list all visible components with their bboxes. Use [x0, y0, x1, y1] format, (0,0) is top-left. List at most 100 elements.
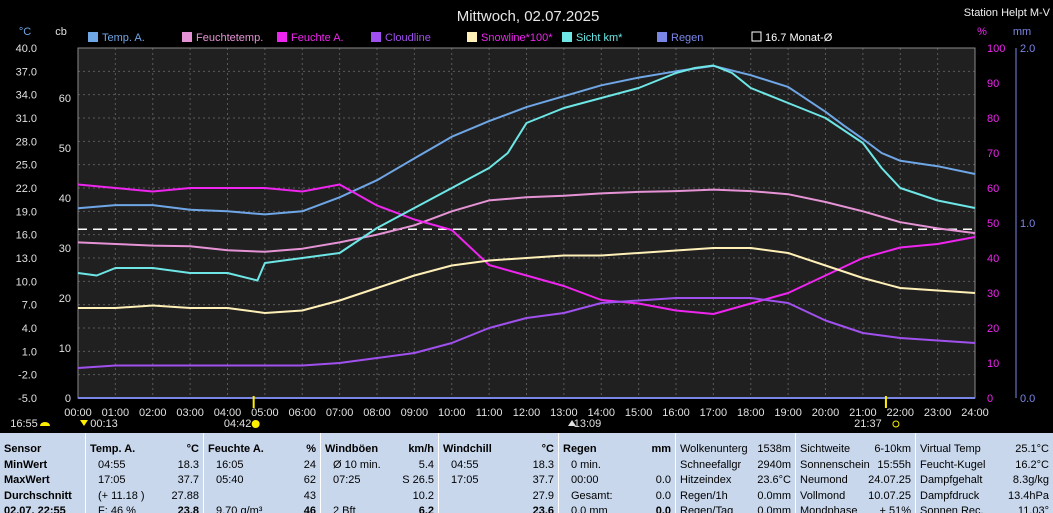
rain-axis-unit: mm — [1013, 26, 1031, 38]
cloud-value: 2940m — [757, 458, 791, 471]
temp-label: (+ 11.18 ) — [98, 489, 145, 502]
hum-label: 05:40 — [216, 474, 244, 486]
rain-label: 0.0 mm — [571, 505, 608, 513]
virt-value: 13.4hPa — [1008, 489, 1049, 502]
stats-panel: Sensor MinWert MaxWert Durchschnitt 02.0… — [0, 433, 1053, 513]
legend-label: Feuchtetemp. — [196, 32, 263, 44]
virt-row: Feucht-Kugel 16.2°C — [920, 458, 1049, 474]
temp-tick-label: -5.0 — [18, 393, 37, 405]
time-tick-label: 11:00 — [476, 407, 503, 419]
hum-row: 05:40 62 — [208, 473, 316, 489]
time-tick-label: 18:00 — [737, 407, 765, 419]
cloud-tick-label: 60 — [59, 93, 71, 105]
wind-value: 10.2 — [412, 489, 434, 502]
humidity-tick-label: 40 — [987, 253, 999, 265]
time-tick-label: 08:00 — [363, 407, 391, 419]
cloud-label: Hitzeindex — [680, 474, 732, 486]
temp-value: 18.3 — [177, 458, 199, 471]
rain-tick-label: 0.0 — [1020, 393, 1035, 405]
virt-label: Feucht-Kugel — [920, 458, 986, 471]
series-line-1 — [77, 188, 976, 253]
sun-row: Sichtweite 6-10km — [800, 442, 911, 458]
noon-icon — [568, 420, 576, 426]
rain-unit: mm — [651, 443, 671, 455]
legend-label: Feuchte A. — [291, 32, 344, 44]
sun-label: Sichtweite — [800, 443, 851, 455]
time-tick-label: 24:00 — [961, 407, 989, 419]
wind-label: Ø 10 min. — [333, 458, 381, 471]
humidity-tick-label: 50 — [987, 218, 999, 230]
chill-row: 04:55 18.3 — [443, 458, 554, 474]
rain-label: 00:00 — [571, 474, 599, 486]
temp-value: 27.88 — [171, 489, 199, 502]
sun-value: 10.07.25 — [868, 489, 911, 502]
rain-header: Regen mm — [563, 442, 671, 458]
hum-unit: % — [306, 443, 316, 455]
legend-swatch — [371, 32, 381, 42]
sun-row: Vollmond 10.07.25 — [800, 489, 911, 505]
rain-block: Regen mm 0 min. 00:00 0.0 Gesamt: 0.0 0.0 mm 0.0 — [559, 433, 676, 513]
rain-row: 00:00 0.0 — [563, 473, 671, 489]
temp-tick-label: 22.0 — [16, 183, 37, 195]
temp-tick-label: 1.0 — [22, 346, 37, 358]
legend-label: Snowline*100* — [481, 32, 553, 44]
virt-row: Virtual Temp 25.1°C — [920, 442, 1049, 458]
virt-value: 16.2°C — [1015, 458, 1049, 471]
time-tick-label: 10:00 — [438, 407, 466, 419]
wind-label: 2 Bft — [333, 505, 356, 513]
chill-row: 17:05 37.7 — [443, 473, 554, 489]
time-tick-label: 16:00 — [662, 407, 690, 419]
time-tick-label: 20:00 — [812, 407, 840, 419]
cloud-value: 1538m — [757, 443, 791, 455]
sun-icon — [251, 420, 260, 428]
humidity-tick-label: 10 — [987, 358, 999, 370]
temp-tick-label: 7.0 — [22, 300, 37, 312]
sensor-row: 02.07. 22:55 — [4, 505, 66, 513]
virt-label: Sonnen Rec. — [920, 505, 984, 513]
virt-label: Dampfgehalt — [920, 474, 983, 486]
time-tick-label: 07:00 — [326, 407, 354, 419]
time-tick-label: 15:00 — [625, 407, 653, 419]
time-tick-label: 01:00 — [102, 407, 130, 419]
wind-row: 07:25 S 26.5 — [325, 473, 434, 489]
cloud-block: Wolkenunterg 1538m Schneefallgr 2940m Hitzei… — [676, 433, 796, 513]
legend-swatch — [751, 31, 762, 42]
virt-value: 25.1°C — [1015, 443, 1049, 455]
legend-label: Cloudline — [385, 32, 431, 44]
rain-value: 0.0 — [655, 505, 671, 513]
legend-label: Regen — [671, 32, 703, 44]
cloud-row: Hitzeindex 23.6°C — [680, 473, 791, 489]
sun-row: Sonnenschein 15:55h — [800, 458, 911, 474]
legend-swatch — [657, 32, 667, 42]
time-tick-label: 23:00 — [924, 407, 952, 419]
time-tick-label: 12:00 — [513, 407, 541, 419]
humidity-tick-label: 30 — [987, 288, 999, 300]
temp-label: 04:55 — [98, 458, 126, 471]
chill-block: Windchill °C 04:55 18.3 17:05 37.7 27.9 23.6 — [439, 433, 559, 513]
humidity-axis-unit: % — [977, 26, 987, 38]
cloud-tick-label: 0 — [65, 393, 71, 405]
virt-value: 8.3g/kg — [1012, 474, 1049, 486]
sunrise-label: 04:42 — [224, 418, 252, 430]
time-tick-label: 00:00 — [64, 407, 92, 419]
hum-block: Feuchte A.% 16:05 24 05:40 62 43 9.70 g/m³ 46 — [204, 433, 321, 513]
virt-row: Sonnen Rec. 11.03° — [920, 504, 1049, 513]
sun-label: Vollmond — [800, 489, 846, 502]
sensor-row: MinWert — [4, 458, 48, 471]
hum-title: Feuchte A. — [208, 443, 264, 455]
temp-label: F: 46 % — [98, 505, 136, 513]
wind-row: 10.2 — [325, 489, 434, 505]
series-line-2 — [77, 183, 976, 315]
wind-unit: km/h — [408, 443, 434, 455]
cloud-axis-unit: cb — [55, 26, 67, 38]
chill-row: 23.6 — [443, 504, 554, 513]
wind-block: Windböen km/h Ø 10 min. 5.4 07:25 S 26.5 10.2 2… — [321, 433, 439, 513]
temp-tick-label: 37.0 — [16, 66, 37, 78]
humidity-tick-label: 80 — [987, 113, 999, 125]
sun-value: 15:55h — [877, 458, 911, 471]
wind-value: S 26.5 — [402, 474, 434, 486]
humidity-tick-label: 70 — [987, 148, 999, 160]
sunset-label: 21:37 — [854, 418, 882, 430]
sun-value: 6-10km — [874, 443, 911, 455]
cloud-tick-label: 20 — [59, 293, 71, 305]
